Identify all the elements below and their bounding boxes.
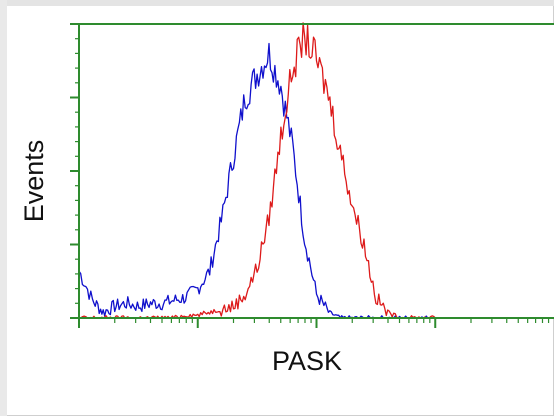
frame-top-border — [0, 0, 554, 6]
frame-left-border — [0, 0, 7, 416]
y-axis-label: Events — [19, 140, 49, 223]
plot-area — [79, 24, 554, 318]
x-axis-label: PASK — [272, 346, 342, 376]
axis-layer — [70, 23, 554, 328]
